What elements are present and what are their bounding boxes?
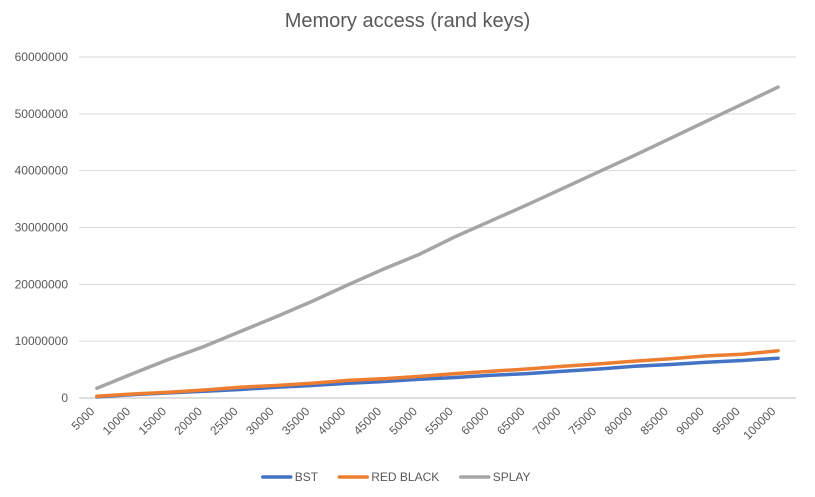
x-tick-label: 85000 xyxy=(637,404,671,438)
legend-item-bst: BST xyxy=(261,470,319,484)
legend-item-splay: SPLAY xyxy=(459,470,531,484)
x-tick-label: 30000 xyxy=(243,404,277,438)
legend: BST RED BLACK SPLAY xyxy=(261,470,531,484)
x-tick-label: 10000 xyxy=(100,404,134,438)
y-tick-label: 50000000 xyxy=(15,107,69,121)
x-tick-label: 100000 xyxy=(740,404,778,442)
x-tick-label: 20000 xyxy=(171,404,205,438)
x-tick-label: 25000 xyxy=(207,404,241,438)
y-tick-label: 30000000 xyxy=(15,221,69,235)
chart-title: Memory access (rand keys) xyxy=(284,10,531,32)
x-tick-label: 75000 xyxy=(566,404,600,438)
legend-item-red-black: RED BLACK xyxy=(337,470,439,484)
x-tick-label: 55000 xyxy=(422,404,456,438)
series-line-red-black xyxy=(95,349,780,399)
x-tick-label: 35000 xyxy=(279,404,313,438)
legend-label: RED BLACK xyxy=(371,470,439,484)
x-tick-label: 40000 xyxy=(315,404,349,438)
axes: 0 10000000 20000000 30000000 40000000 5000000… xyxy=(15,50,796,442)
x-tick-label: 90000 xyxy=(673,404,707,438)
series-line-splay xyxy=(95,85,780,391)
x-tick-label: 15000 xyxy=(136,404,170,438)
y-tick-label: 20000000 xyxy=(15,277,69,291)
x-tick-label: 80000 xyxy=(602,404,636,438)
legend-label: SPLAY xyxy=(493,470,531,484)
x-tick-label: 95000 xyxy=(709,404,743,438)
y-tick-label: 10000000 xyxy=(15,334,69,348)
y-tick-label: 0 xyxy=(61,391,68,405)
x-tick-label: 65000 xyxy=(494,404,528,438)
series-lines xyxy=(95,85,780,399)
x-tick-label: 60000 xyxy=(458,404,492,438)
x-tick-label: 5000 xyxy=(69,404,98,433)
x-tick-label: 50000 xyxy=(387,404,421,438)
y-tick-label: 40000000 xyxy=(15,164,69,178)
legend-label: BST xyxy=(295,470,319,484)
y-tick-label: 60000000 xyxy=(15,50,69,64)
gridlines xyxy=(79,56,796,399)
x-tick-label: 45000 xyxy=(351,404,385,438)
x-tick-label: 70000 xyxy=(530,404,564,438)
